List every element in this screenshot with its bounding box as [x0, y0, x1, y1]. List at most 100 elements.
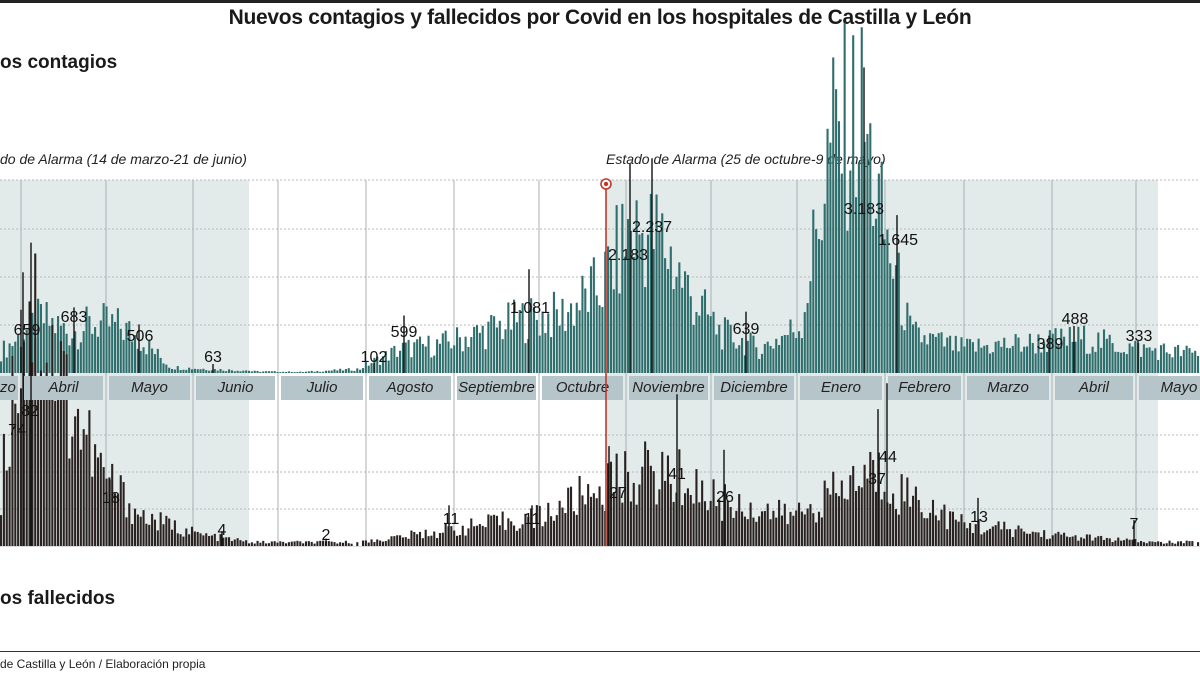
- fallecidos-bar: [1071, 536, 1074, 546]
- contagios-bar: [304, 371, 308, 373]
- contagios-bar: [182, 369, 185, 373]
- fallecidos-bar: [963, 522, 966, 546]
- contagios-bar: [228, 369, 231, 373]
- month-box: [196, 376, 275, 400]
- fallecidos-bar: [1185, 540, 1188, 546]
- fallecidos-bar: [162, 524, 165, 546]
- contagios-bar: [404, 342, 407, 373]
- contagios-bar: [769, 345, 772, 373]
- fallecidos-bar: [347, 543, 350, 546]
- contagios-bar: [105, 306, 108, 373]
- fallecidos-value-label: 41: [668, 466, 686, 483]
- fallecidos-bar: [863, 464, 866, 546]
- fallecidos-bar: [478, 524, 481, 546]
- contagios-bar: [199, 369, 202, 373]
- contagios-bar: [504, 329, 507, 373]
- fallecidos-bar: [1060, 534, 1063, 546]
- contagios-bar: [307, 371, 310, 373]
- contagios-bar: [629, 230, 632, 373]
- contagios-bar: [592, 257, 595, 373]
- contagios-bar: [786, 335, 789, 373]
- contagios-bar: [766, 341, 769, 373]
- contagios-bar: [427, 335, 430, 373]
- source-note: de Castilla y León / Elaboración propia: [0, 657, 206, 671]
- month-label: Julio: [306, 379, 338, 396]
- fallecidos-bar: [661, 451, 664, 546]
- fallecidos-bar: [330, 541, 333, 546]
- contagios-bar: [273, 371, 276, 373]
- contagios-bar: [208, 370, 211, 373]
- contagios-bar: [746, 340, 749, 373]
- fallecidos-bar: [376, 539, 379, 546]
- fallecidos-bar: [618, 486, 621, 546]
- fallecidos-bars: [0, 253, 1200, 546]
- fallecidos-bar: [532, 527, 536, 546]
- contagios-bar: [370, 363, 373, 373]
- contagios-bar: [692, 325, 695, 373]
- fallecidos-value-label: 27: [609, 485, 627, 502]
- contagios-bar: [262, 371, 265, 373]
- contagios-bar: [1162, 343, 1165, 373]
- fallecidos-bar: [561, 507, 564, 546]
- month-box: [542, 376, 623, 400]
- contagios-bar: [803, 312, 806, 373]
- contagios-bar: [413, 342, 416, 373]
- fallecidos-bar: [1020, 528, 1023, 546]
- fallecidos-bar: [912, 495, 915, 546]
- contagios-bar: [1128, 343, 1131, 373]
- fallecidos-bar: [906, 477, 909, 546]
- contagios-bar: [798, 331, 801, 373]
- fallecidos-bar: [302, 543, 305, 546]
- fallecidos-bar: [635, 504, 638, 546]
- contagios-bar: [233, 371, 236, 373]
- contagios-bar: [353, 370, 356, 373]
- fallecidos-bar: [535, 505, 538, 546]
- contagios-bar: [339, 368, 342, 373]
- fallecidos-bar: [216, 541, 219, 546]
- fallecidos-bar: [1137, 542, 1140, 546]
- contagios-bar: [501, 339, 504, 373]
- contagios-bar: [410, 357, 413, 373]
- fallecidos-bar: [156, 530, 159, 546]
- contagios-bar: [917, 327, 920, 373]
- fallecidos-bar: [917, 500, 920, 546]
- fallecidos-bar: [387, 539, 390, 546]
- fallecidos-value-label: 4: [218, 522, 227, 539]
- fallecidos-bar: [304, 541, 308, 546]
- contagios-value-label: 2.237: [632, 219, 672, 236]
- contagios-bar: [837, 121, 840, 373]
- contagios-bar: [541, 311, 544, 373]
- fallecidos-bar: [721, 520, 724, 546]
- fallecidos-bar: [760, 511, 764, 546]
- fallecidos-bar: [37, 384, 40, 546]
- fallecidos-bar: [564, 512, 567, 546]
- fallecidos-bar: [997, 521, 1000, 546]
- contagios-bar: [1117, 351, 1120, 373]
- fallecidos-value-label: 26: [716, 489, 734, 506]
- contagios-bar: [572, 325, 575, 373]
- fallecidos-bar: [430, 535, 433, 546]
- fallecidos-bar: [142, 510, 145, 546]
- contagios-bar: [627, 219, 630, 373]
- fallecidos-bar: [501, 511, 504, 546]
- contagios-bar: [256, 370, 259, 373]
- fallecidos-bar: [820, 517, 823, 546]
- fallecidos-bar: [589, 496, 593, 546]
- fallecidos-bar: [587, 484, 590, 546]
- fallecidos-bar: [22, 341, 25, 546]
- fallecidos-bar: [1065, 536, 1068, 546]
- contagios-bar: [589, 266, 593, 373]
- fallecidos-bar: [592, 493, 595, 546]
- fallecidos-bar: [601, 504, 604, 546]
- contagios-bars: [0, 22, 1200, 374]
- fallecidos-bar: [812, 513, 815, 546]
- fallecidos-bar: [612, 492, 615, 546]
- contagios-bar: [171, 368, 174, 373]
- fallecidos-bar: [1088, 534, 1091, 546]
- fallecidos-bar: [74, 416, 77, 546]
- contagios-bar: [544, 333, 547, 373]
- fallecidos-bar: [1006, 529, 1009, 546]
- contagios-bar: [940, 332, 943, 373]
- contagios-bar: [179, 370, 182, 373]
